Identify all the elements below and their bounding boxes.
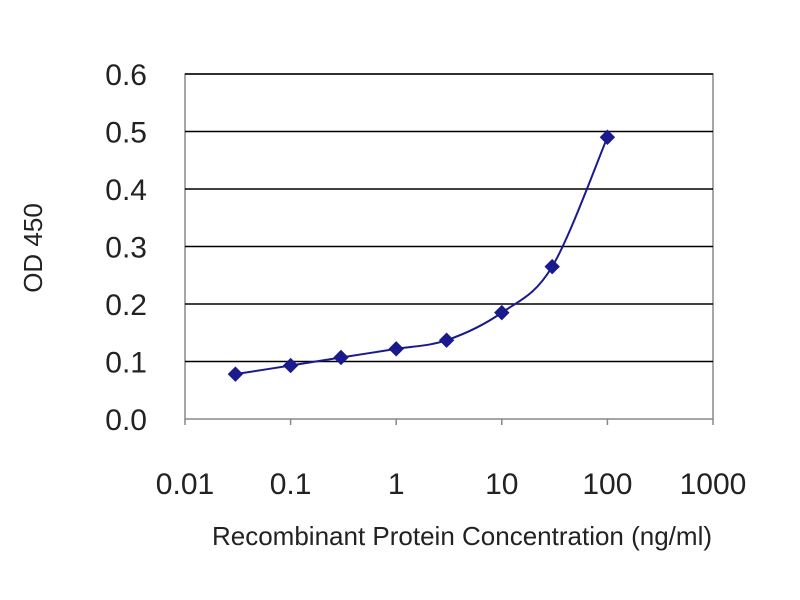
x-axis-title: Recombinant Protein Concentration (ng/ml… xyxy=(212,521,712,551)
data-point xyxy=(544,258,560,275)
data-point xyxy=(282,357,299,374)
gridlines xyxy=(185,73,713,363)
x-tick-label: 100 xyxy=(582,468,632,501)
x-tick-label: 10 xyxy=(485,468,518,501)
y-axis: 0.0 0.1 0.2 0.3 0.4 0.5 0.6 xyxy=(105,59,147,437)
data-point xyxy=(438,332,455,348)
y-tick-label: 0.2 xyxy=(105,289,147,322)
y-tick-label: 0.1 xyxy=(105,347,147,380)
data-point xyxy=(494,304,510,321)
x-tick-label: 0.01 xyxy=(156,468,214,501)
x-tick-label: 1000 xyxy=(680,468,747,501)
y-tick-label: 0.0 xyxy=(105,404,147,437)
y-axis-title: OD 450 xyxy=(18,203,48,293)
x-tick-label: 0.1 xyxy=(270,468,312,501)
x-axis: 0.01 0.1 1 10 100 1000 xyxy=(156,419,747,501)
data-point xyxy=(333,349,349,366)
y-tick-label: 0.3 xyxy=(105,232,147,265)
data-point xyxy=(388,341,404,357)
data-point xyxy=(599,129,616,145)
x-tick-label: 1 xyxy=(388,468,405,501)
y-tick-label: 0.6 xyxy=(105,59,147,92)
series-layer xyxy=(227,129,616,382)
data-point xyxy=(227,366,244,382)
y-tick-label: 0.4 xyxy=(105,174,147,207)
y-tick-label: 0.5 xyxy=(105,117,147,150)
